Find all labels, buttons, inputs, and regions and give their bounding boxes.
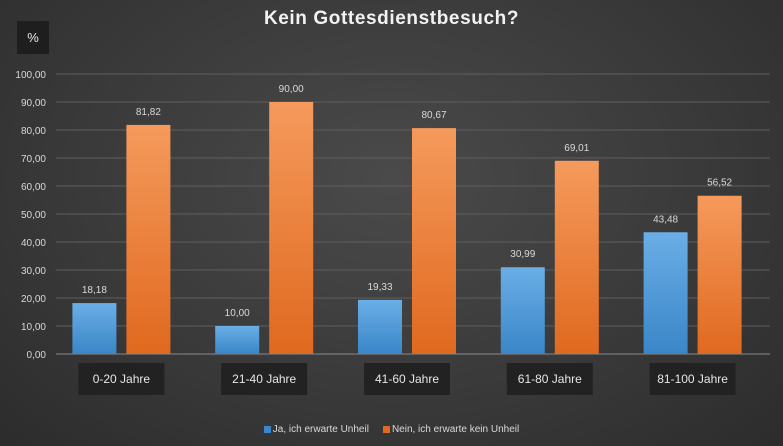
category-label-box <box>221 363 308 395</box>
y-tick-label: 100,00 <box>15 70 46 81</box>
category-label: 81-100 Jahre <box>657 372 728 386</box>
category-label-box <box>364 363 450 395</box>
data-label: 18,18 <box>82 285 107 296</box>
bar <box>358 299 402 354</box>
data-label: 69,01 <box>564 143 589 154</box>
bar <box>412 128 456 354</box>
legend-swatch-ja <box>263 426 271 433</box>
data-label: 56,52 <box>707 178 732 189</box>
category-label-box <box>506 363 593 395</box>
bar <box>697 195 742 354</box>
y-tick-label: 10,00 <box>21 322 46 333</box>
y-tick-label: 60,00 <box>21 182 46 193</box>
data-label: 43,48 <box>653 214 678 225</box>
bar <box>72 303 117 354</box>
data-label: 90,00 <box>279 84 304 95</box>
bar <box>215 326 260 354</box>
bar <box>554 160 599 354</box>
data-label: 81,82 <box>136 107 161 118</box>
data-label: 30,99 <box>510 249 535 260</box>
category-label: 61-80 Jahre <box>518 372 582 386</box>
y-tick-label: 0,00 <box>27 350 47 361</box>
chart-legend: Ja, ich erwarte Unheil Nein, ich erwarte… <box>0 424 783 435</box>
category-label-box <box>649 363 736 395</box>
y-tick-label: 90,00 <box>21 98 46 109</box>
y-tick-label: 20,00 <box>21 294 46 305</box>
bar <box>500 267 545 354</box>
category-label: 0-20 Jahre <box>93 372 151 386</box>
y-axis-unit-label: % <box>17 21 49 54</box>
legend-label-nein: Nein, ich erwarte kein Unheil <box>391 424 520 435</box>
category-label: 41-60 Jahre <box>375 372 439 386</box>
data-label: 80,67 <box>421 110 446 121</box>
y-tick-label: 40,00 <box>21 238 46 249</box>
bar <box>126 124 171 355</box>
legend-label-ja: Ja, ich erwarte Unheil <box>272 424 369 435</box>
legend-item-nein: Nein, ich erwarte kein Unheil <box>382 424 520 435</box>
bar <box>643 232 688 354</box>
y-tick-label: 30,00 <box>21 266 46 277</box>
data-label: 10,00 <box>225 308 250 319</box>
legend-item-ja: Ja, ich erwarte Unheil <box>263 424 369 435</box>
y-tick-label: 70,00 <box>21 154 46 165</box>
category-label: 21-40 Jahre <box>232 372 296 386</box>
y-tick-label: 50,00 <box>21 210 46 221</box>
y-tick-label: 80,00 <box>21 126 46 137</box>
chart-title: Kein Gottesdienstbesuch? <box>263 8 520 29</box>
legend-swatch-nein <box>382 426 390 433</box>
data-label: 19,33 <box>367 282 392 293</box>
category-label-box <box>78 363 165 395</box>
bar <box>269 102 314 354</box>
